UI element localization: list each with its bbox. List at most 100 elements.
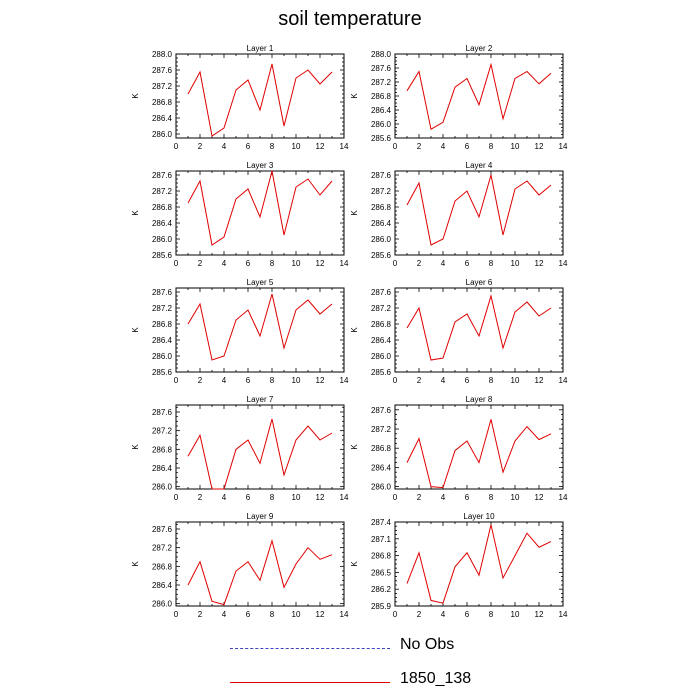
x-tick-label: 4: [441, 610, 446, 619]
x-tick-label: 10: [511, 142, 520, 151]
x-tick-label: 6: [465, 376, 470, 385]
y-tick-label: 286.8: [152, 445, 173, 454]
legend: No Obs 1850_138: [230, 636, 530, 696]
x-tick-label: 14: [559, 493, 568, 502]
x-tick-label: 6: [465, 142, 470, 151]
y-tick-label: 286.4: [371, 219, 392, 228]
y-tick-label: 286.8: [152, 320, 173, 329]
x-tick-label: 2: [417, 259, 422, 268]
x-tick-label: 10: [511, 259, 520, 268]
y-tick-label: 286.4: [152, 114, 173, 123]
x-tick-label: 8: [489, 610, 494, 619]
x-tick-label: 10: [292, 259, 301, 268]
x-tick-label: 2: [417, 142, 422, 151]
x-tick-label: 8: [270, 259, 275, 268]
x-tick-label: 12: [316, 142, 325, 151]
y-axis-label: K: [350, 444, 359, 450]
legend-entry-1850-138: 1850_138: [230, 670, 530, 694]
x-tick-label: 8: [489, 493, 494, 502]
x-tick-label: 12: [316, 610, 325, 619]
legend-entry-no-obs: No Obs: [230, 636, 530, 660]
series-line: [406, 524, 552, 604]
x-tick-label: 4: [222, 259, 227, 268]
y-tick-label: 287.2: [371, 78, 392, 87]
y-tick-label: 287.6: [371, 64, 392, 73]
x-tick-label: 12: [535, 610, 544, 619]
x-tick-label: 6: [246, 142, 251, 151]
plot-frame: [175, 404, 345, 490]
x-tick-label: 10: [511, 610, 520, 619]
y-tick-label: 286.8: [371, 320, 392, 329]
y-tick-label: 286.8: [371, 552, 392, 561]
x-tick-label: 8: [270, 493, 275, 502]
y-axis-label: K: [350, 327, 359, 333]
y-tick-label: 286.8: [371, 92, 392, 101]
y-axis-label: K: [350, 93, 359, 99]
x-tick-label: 14: [559, 259, 568, 268]
y-tick-label: 286.8: [371, 444, 392, 453]
series-line: [406, 62, 552, 130]
x-tick-label: 6: [246, 376, 251, 385]
panel-9: Layer 9 K 0 2 4 6 8 10 12 14 286.0 286.4 286.8 287.2 2…: [131, 512, 349, 619]
series-line: [187, 170, 333, 246]
x-tick-label: 0: [174, 259, 179, 268]
x-tick-label: 10: [292, 142, 301, 151]
x-tick-label: 2: [417, 493, 422, 502]
legend-label: 1850_138: [400, 670, 472, 687]
plot-frame: [175, 287, 345, 373]
x-tick-label: 6: [246, 493, 251, 502]
y-tick-label: 285.6: [371, 251, 392, 260]
panel-8: Layer 8 K 0 2 4 6 8 10 12 14 286.0 286.4 286.8 287.2 2…: [350, 395, 568, 502]
series-line: [406, 294, 552, 361]
y-tick-label: 287.2: [152, 544, 173, 553]
panel-title: Layer 7: [247, 395, 274, 404]
y-axis-label: K: [131, 327, 140, 333]
plot-frame: [394, 287, 564, 373]
x-tick-label: 0: [393, 610, 398, 619]
figure-title: soil temperature: [278, 8, 422, 30]
x-tick-label: 10: [511, 493, 520, 502]
x-tick-label: 6: [465, 259, 470, 268]
panel-title: Layer 3: [247, 161, 274, 170]
y-tick-label: 287.2: [152, 82, 173, 91]
y-tick-label: 286.0: [152, 600, 173, 609]
y-tick-label: 287.2: [152, 187, 173, 196]
legend-swatch-dashed: [230, 648, 390, 649]
y-tick-label: 287.4: [371, 518, 392, 527]
y-axis-label: K: [131, 210, 140, 216]
series-line: [187, 538, 333, 606]
x-tick-label: 12: [316, 376, 325, 385]
y-tick-label: 286.4: [371, 336, 392, 345]
y-tick-label: 287.1: [371, 535, 392, 544]
y-tick-label: 287.2: [371, 187, 392, 196]
y-tick-label: 286.0: [371, 120, 392, 129]
panel-6: Layer 6 K 0 2 4 6 8 10 12 14 285.6 286.0 286.4 286.8 2…: [350, 278, 568, 385]
x-tick-label: 10: [292, 493, 301, 502]
series-line: [406, 174, 552, 246]
y-tick-label: 287.2: [152, 304, 173, 313]
x-tick-label: 14: [559, 610, 568, 619]
y-axis-label: K: [131, 93, 140, 99]
y-tick-label: 286.4: [152, 336, 173, 345]
x-tick-label: 4: [222, 493, 227, 502]
y-axis-label: K: [350, 210, 359, 216]
y-tick-label: 287.2: [371, 304, 392, 313]
x-tick-label: 12: [535, 376, 544, 385]
y-tick-label: 286.4: [152, 581, 173, 590]
x-tick-label: 12: [535, 259, 544, 268]
y-tick-label: 286.0: [152, 352, 173, 361]
y-tick-label: 285.6: [152, 368, 173, 377]
panel-title: Layer 4: [466, 161, 493, 170]
plot-frame: [394, 521, 564, 607]
x-tick-label: 14: [340, 493, 349, 502]
y-tick-label: 287.6: [371, 406, 392, 415]
plot-frame: [394, 53, 564, 139]
x-tick-label: 2: [198, 142, 203, 151]
x-tick-label: 4: [222, 376, 227, 385]
panel-title: Layer 10: [463, 512, 495, 521]
series-line: [187, 418, 333, 490]
y-tick-label: 286.8: [152, 203, 173, 212]
x-tick-label: 4: [441, 376, 446, 385]
panel-title: Layer 6: [466, 278, 493, 287]
plot-frame: [394, 170, 564, 256]
